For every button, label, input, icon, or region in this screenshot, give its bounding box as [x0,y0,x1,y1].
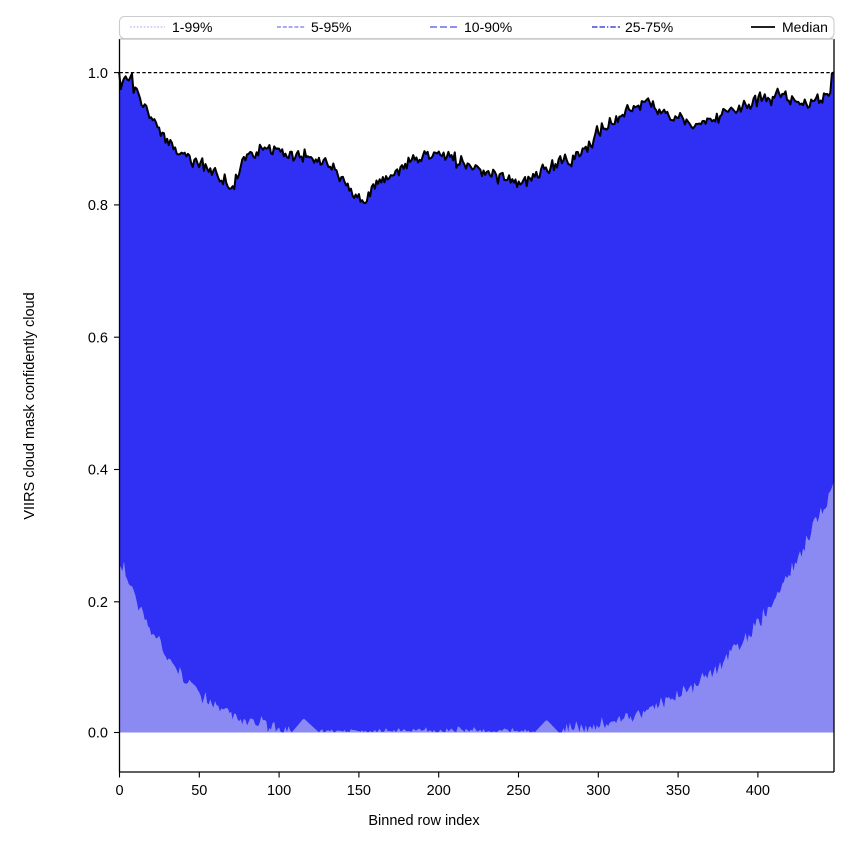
svg-text:50: 50 [191,783,207,799]
svg-text:100: 100 [267,783,291,799]
svg-text:0: 0 [115,783,123,799]
svg-text:5-95%: 5-95% [311,19,351,35]
svg-text:300: 300 [586,783,610,799]
svg-text:250: 250 [506,783,530,799]
svg-text:0.4: 0.4 [88,463,108,479]
svg-text:400: 400 [746,783,770,799]
svg-text:VIIRS cloud mask confidently c: VIIRS cloud mask confidently cloud [22,292,38,519]
svg-text:25-75%: 25-75% [625,19,673,35]
svg-text:150: 150 [347,783,371,799]
svg-text:350: 350 [666,783,690,799]
svg-text:0.0: 0.0 [88,726,108,742]
svg-text:1.0: 1.0 [88,66,108,82]
svg-text:200: 200 [427,783,451,799]
svg-text:1-99%: 1-99% [172,19,212,35]
svg-text:Median: Median [782,19,828,35]
svg-text:10-90%: 10-90% [464,19,512,35]
svg-text:0.8: 0.8 [88,198,108,214]
svg-text:0.6: 0.6 [88,330,108,346]
svg-text:0.2: 0.2 [88,595,108,611]
svg-text:Binned row index: Binned row index [368,813,480,829]
